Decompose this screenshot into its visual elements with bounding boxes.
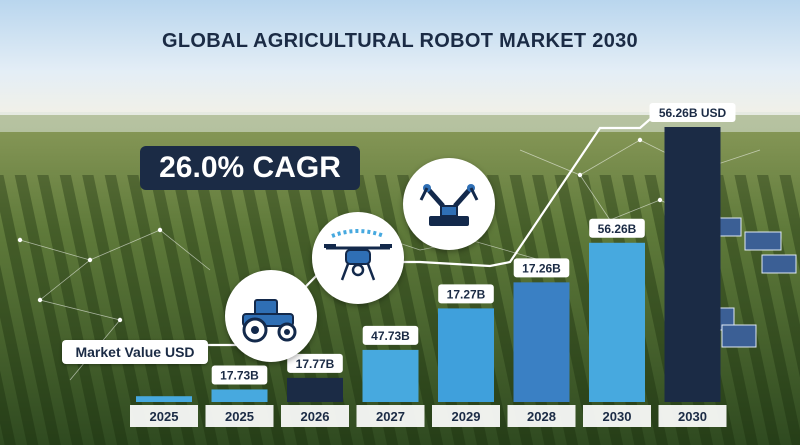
tractor-icon	[225, 270, 317, 362]
bar-7	[664, 127, 721, 402]
value-label-box-3	[362, 325, 419, 345]
tick-box-5	[507, 405, 576, 427]
value-label-5: 17.26B	[522, 261, 561, 275]
tick-label-0: 2025	[150, 409, 179, 424]
tick-box-4	[432, 405, 500, 427]
value-label-box-1	[211, 365, 268, 385]
chart-title: GLOBAL AGRICULTURAL ROBOT MARKET 2030	[162, 30, 638, 52]
value-label-6: 56.26B	[598, 222, 637, 236]
sky-background	[0, 0, 800, 120]
tick-box-3	[356, 405, 425, 427]
market-value-label: Market Value USD	[62, 340, 208, 364]
value-label-box-2	[287, 353, 343, 373]
bar-3	[362, 349, 419, 402]
tick-box-7	[658, 405, 727, 427]
cagr-badge: 26.0% CAGR	[140, 146, 360, 190]
value-label-group: 17.73B 17.77B 47.73B 17.27B 17.26B 56.26B 56.2…	[211, 103, 736, 385]
bar-0	[136, 396, 192, 402]
tick-box-6	[583, 405, 651, 427]
value-label-2: 17.77B	[296, 357, 335, 371]
tick-box-0	[130, 405, 198, 427]
value-label-box-5	[513, 258, 570, 278]
tick-label-5: 2028	[527, 409, 556, 424]
bar-5	[513, 282, 570, 402]
bar-2	[287, 377, 343, 402]
value-label-3: 47.73B	[371, 329, 410, 343]
value-label-box-4	[438, 284, 494, 304]
tick-label-1: 2025	[225, 409, 254, 424]
bar-6	[589, 242, 645, 402]
bar-4	[438, 308, 494, 402]
drone-icon	[312, 212, 404, 304]
tick-label-7: 2030	[678, 409, 707, 424]
tick-label-3: 2027	[376, 409, 405, 424]
bar-series	[136, 127, 721, 402]
tick-label-2: 2026	[301, 409, 330, 424]
value-label-1: 17.73B	[220, 368, 259, 382]
tick-label-6: 2030	[603, 409, 632, 424]
network-nodes	[17, 137, 703, 323]
value-label-4: 17.27B	[447, 287, 486, 301]
tick-box-2	[281, 405, 349, 427]
bar-1	[211, 389, 268, 402]
tick-label-4: 2029	[452, 409, 481, 424]
robot-arm-icon	[403, 158, 495, 250]
tick-box-1	[205, 405, 274, 427]
value-label-box-7	[649, 103, 736, 122]
tick-label-group: 2025 2025 2026 2027 2029 2028 2030 2030	[130, 405, 727, 427]
value-label-box-6	[589, 218, 645, 238]
value-label-7: 56.26B USD	[659, 106, 727, 120]
